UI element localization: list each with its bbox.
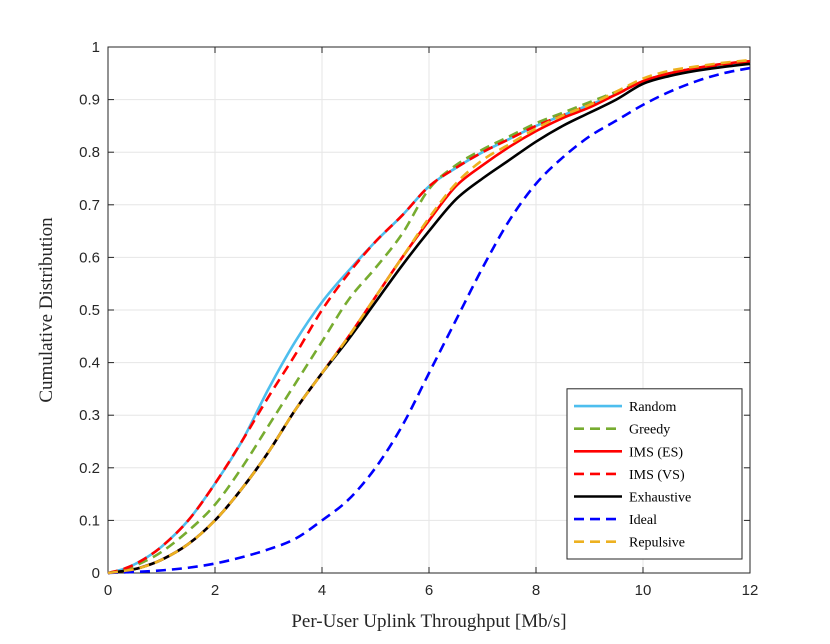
y-axis-label: Cumulative Distribution	[36, 217, 57, 403]
x-tick-label: 8	[532, 582, 540, 599]
grid-lines	[108, 47, 750, 573]
legend-label-repulsive: Repulsive	[629, 536, 685, 551]
x-tick-label: 6	[425, 582, 433, 599]
y-tick-label: 0.6	[79, 249, 100, 266]
legend: Random Greedy IMS (ES) IMS (VS) Exhaustive Id…	[566, 388, 743, 560]
y-tick-label: 0.7	[79, 197, 100, 214]
series-line-repulsive	[107, 58, 751, 575]
legend-label-exhaustive: Exhaustive	[629, 491, 691, 506]
x-axis-label: Per-User Uplink Throughput [Mb/s]	[291, 611, 566, 632]
y-tick-label: 0.8	[79, 144, 100, 161]
legend-label-greedy: Greedy	[629, 423, 670, 438]
y-tick-label: 0	[92, 565, 100, 582]
y-tick-label: 0.9	[79, 92, 100, 109]
series-lines	[107, 58, 751, 575]
y-tick-label: 0.2	[79, 460, 100, 477]
y-tick-label: 1	[92, 39, 100, 56]
axis-ticks: 0 2 4 6 8 10 12 0 0.1 0.2 0.3 0.4 0.5 0.6 0.7 0.8 0.9 1	[79, 39, 758, 599]
legend-label-ims-es: IMS (ES)	[629, 445, 683, 460]
x-tick-label: 10	[635, 582, 652, 599]
x-tick-label: 12	[742, 582, 759, 599]
x-tick-label: 4	[318, 582, 326, 599]
legend-label-random: Random	[629, 400, 677, 415]
x-tick-label: 2	[211, 582, 219, 599]
series-line-ideal	[107, 66, 751, 575]
y-tick-label: 0.1	[79, 512, 100, 529]
x-tick-label: 0	[104, 582, 112, 599]
series-line-greedy	[107, 61, 751, 575]
series-line-ims-vs	[107, 61, 751, 575]
y-tick-label: 0.3	[79, 407, 100, 424]
y-tick-label: 0.5	[79, 302, 100, 319]
y-tick-label: 0.4	[79, 355, 100, 372]
legend-label-ideal: Ideal	[629, 513, 657, 528]
legend-label-ims-vs: IMS (VS)	[629, 468, 685, 483]
